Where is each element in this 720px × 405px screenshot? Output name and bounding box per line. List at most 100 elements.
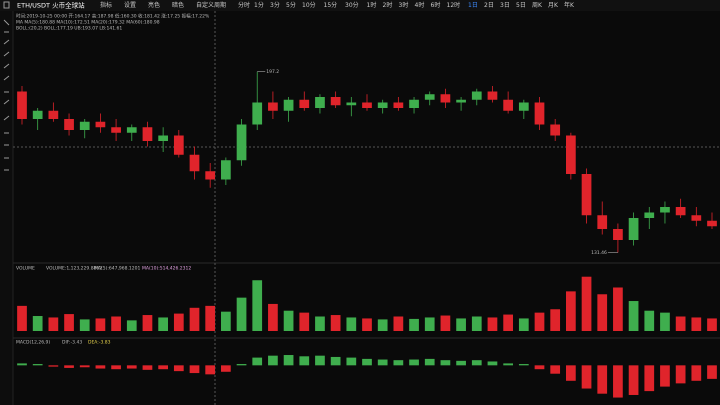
macd-bar [32,364,43,366]
volume-bar [236,297,247,331]
candle-body [691,215,702,221]
volume-bar [581,276,592,331]
macd-bar [268,355,278,366]
candle-body [64,119,74,130]
candle-body [142,127,153,141]
macd-bar [675,365,686,384]
period-button[interactable]: 月K [548,2,559,9]
period-button[interactable]: 4时 [415,1,425,9]
macd-bar [393,360,404,366]
macd-bar [691,365,702,381]
candle-body [315,97,325,108]
candle-body [503,99,513,111]
macd-bar [142,365,153,370]
volume-bar [503,314,513,331]
period-button[interactable]: 3分 [270,1,280,9]
macd-bar [346,357,357,366]
period-button[interactable]: 6时 [431,1,441,9]
macd-bar [252,357,263,366]
period-button[interactable]: 2时 [383,1,393,9]
period-button[interactable]: 12时 [447,1,461,9]
volume-bar [158,317,168,331]
period-button[interactable]: 5日 [516,2,526,9]
volume-bar [456,318,466,331]
period-button[interactable]: 15分 [324,1,338,9]
candle-body [534,102,545,125]
symbol[interactable]: ETH/USDT 火币全球站 [17,1,85,10]
macd-bar [597,365,608,394]
macd-bar [362,358,372,366]
macd-bar [64,365,74,368]
macd-info: DIF:-3.43 [62,340,82,346]
candle-body [377,102,388,108]
volume-bar [675,316,686,331]
period-button[interactable]: 10分 [302,1,316,9]
period-button[interactable]: 1时 [367,1,377,9]
candle-body [566,135,576,174]
volume-bar [597,294,608,331]
macd-bar [221,365,231,372]
candle-body [299,99,310,108]
period-button[interactable]: 30分 [345,1,359,9]
candle-body [330,97,341,106]
volume-bar [628,301,639,331]
volume-bar [283,310,294,331]
candle-body [346,102,357,106]
macd-bar [581,365,592,389]
period-button[interactable]: 3日 [500,2,510,9]
candle-body [409,99,419,108]
macd-bar [283,355,294,366]
volume-bar [518,318,529,331]
candle-body [424,94,435,100]
macd-bar [315,355,325,366]
macd-bar [550,365,561,374]
candle-body [48,110,59,119]
candle-body [95,121,106,128]
period-button[interactable]: 1日 [468,2,478,9]
macd-bar [205,365,216,375]
candle-body [581,174,592,216]
candle-body [675,207,686,216]
volume-bar [707,318,717,331]
volume-bar [252,280,263,331]
period-button[interactable]: 5分 [286,1,296,9]
period-button[interactable]: 周K [532,2,543,9]
macd-bar [644,365,655,392]
macd-bar [48,365,59,367]
volume-bar [330,315,341,331]
volume-bar [346,317,357,331]
volume-bar [142,315,153,331]
volume-bar [550,309,561,331]
period-button[interactable]: 2日 [484,2,494,9]
macd-bar [189,365,200,374]
volume-bar [299,312,310,331]
candle-body [17,91,27,119]
annotation: 197.2 [266,69,279,75]
candle-body [597,215,608,229]
icon[interactable] [3,19,10,171]
info-line: BOLL:(20,2) BOLL:177.19 UB:193.07 LB:141… [16,26,122,32]
volume-bar [471,316,482,331]
candle-body [644,212,655,218]
period-button[interactable]: 年K [564,1,575,9]
volume-bar [440,315,451,331]
volume-bar [362,318,372,331]
macd-bar [236,364,247,366]
macd-bar [534,365,545,370]
candle-body [79,121,90,130]
period-button[interactable]: 1分 [254,1,264,9]
period-button[interactable]: 分时 [238,1,250,9]
candle-body [518,102,529,111]
macd-bar [173,365,184,372]
candle-body [440,94,451,103]
icon[interactable] [3,1,10,9]
volume-bar [173,313,184,331]
period-button[interactable]: 3时 [399,1,409,9]
volume-bar [534,312,545,331]
macd-bar [79,365,90,368]
macd-bar [707,365,717,379]
macd-bar [660,365,670,387]
candle-body [32,110,43,119]
candle-body [236,124,247,161]
